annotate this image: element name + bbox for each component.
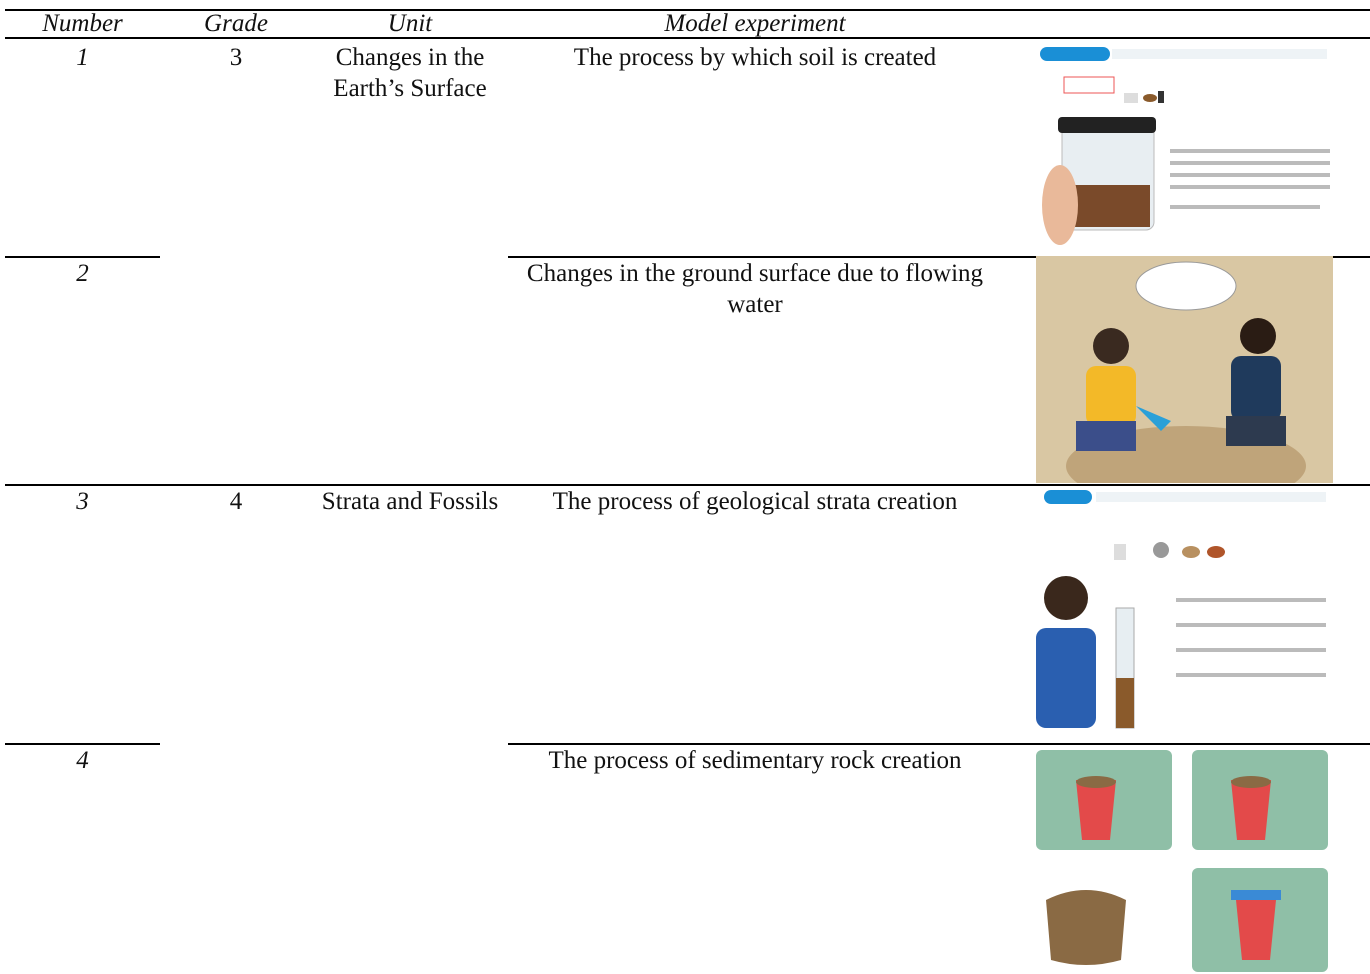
- grade-cell: 3: [229, 44, 243, 71]
- column-header: Unit: [387, 10, 433, 37]
- column-header: Number: [42, 10, 123, 37]
- column-header: Model experiment: [664, 10, 846, 37]
- number-cell: 1: [76, 44, 89, 71]
- figure-strata: [1036, 488, 1330, 738]
- photo-flowing-water: [1036, 256, 1333, 483]
- experiment-cell: The process by which soil is created: [573, 44, 937, 71]
- row-rule: [508, 743, 1370, 745]
- number-cell: 2: [76, 260, 89, 287]
- figure-soil: [1040, 45, 1332, 247]
- experiment-cell: The process of sedimentary rock creation: [548, 747, 962, 774]
- unit-cell: Strata and Fossils: [321, 488, 499, 515]
- number-cell: 4: [76, 747, 89, 774]
- row-rule: [5, 743, 160, 745]
- experiment-cell: Changes in the ground surface due to flo…: [526, 260, 984, 318]
- top-rule: [5, 9, 1370, 11]
- row-rule: [5, 484, 1370, 486]
- unit-cell: Changes in the Earth’s Surface: [333, 44, 487, 102]
- number-cell: 3: [76, 488, 89, 515]
- header-rule: [5, 37, 1370, 39]
- experiment-cell: The process of geological strata creatio…: [552, 488, 958, 515]
- grade-cell: 4: [229, 488, 243, 515]
- row-rule: [5, 256, 160, 258]
- row-rule: [508, 256, 1370, 258]
- figure-sedimentary-rock: [1036, 750, 1330, 972]
- column-header: Grade: [204, 10, 268, 37]
